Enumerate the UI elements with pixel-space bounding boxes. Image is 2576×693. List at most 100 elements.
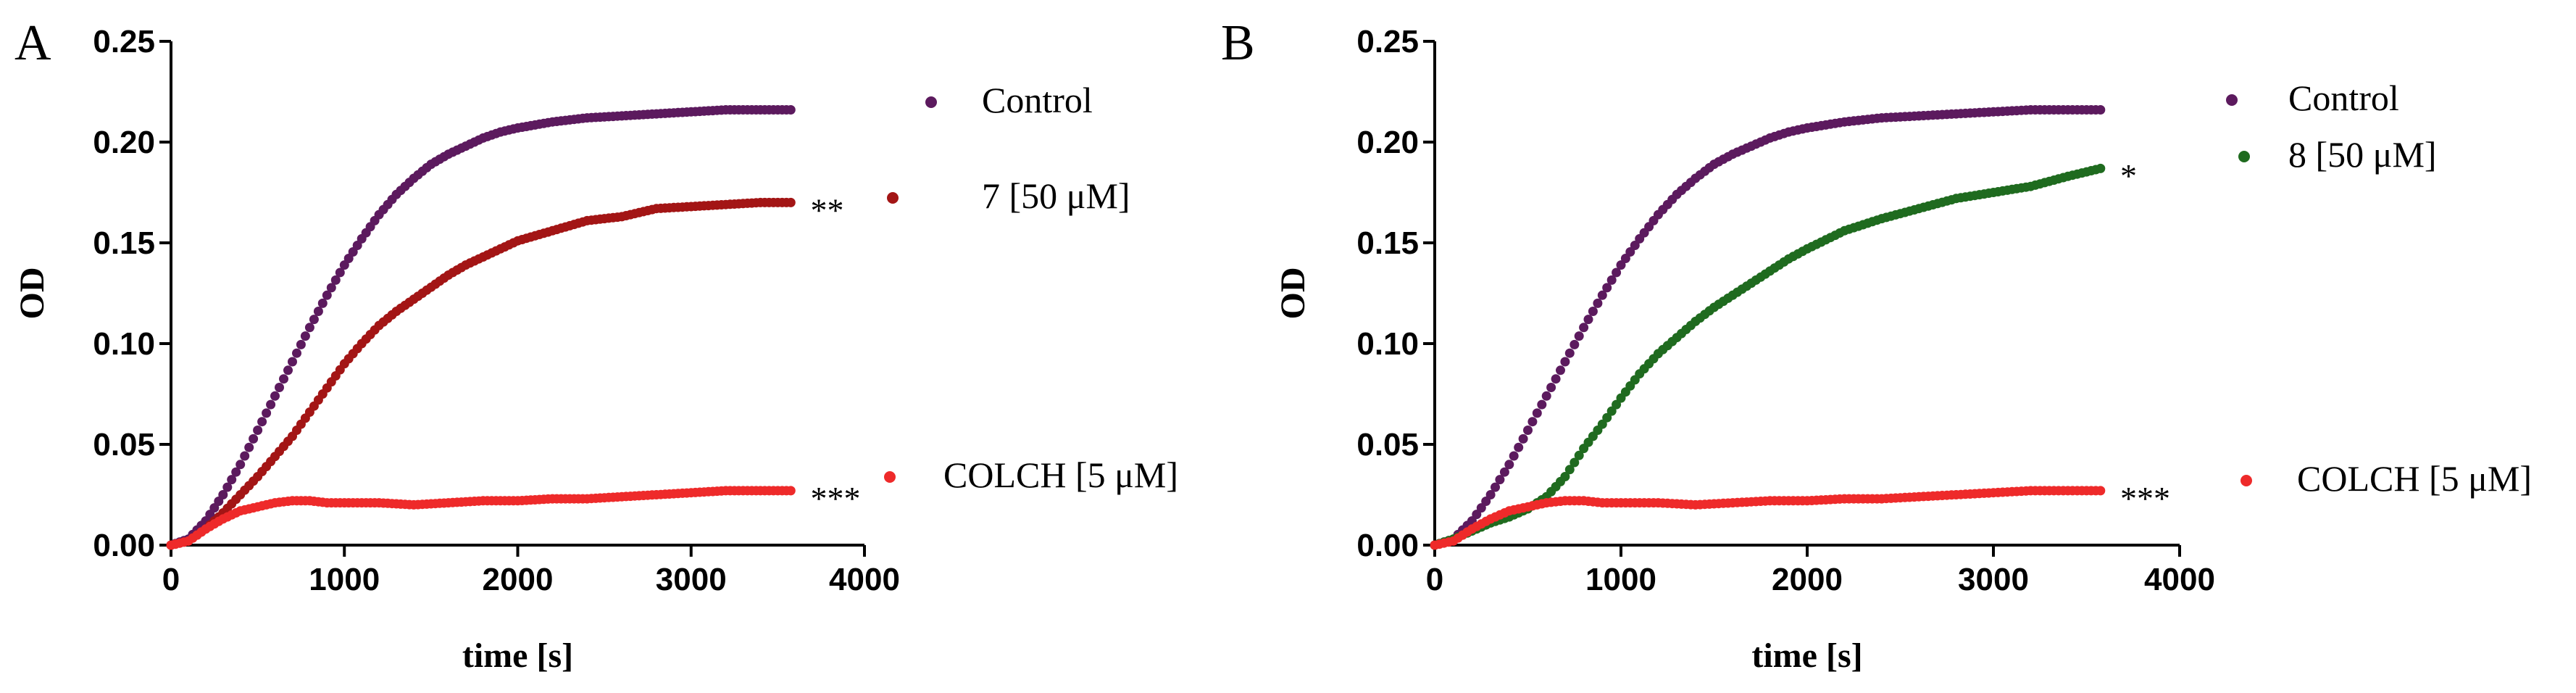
x-tick-label: 3000 [656, 562, 727, 597]
data-point [1527, 417, 1538, 427]
data-point [1551, 374, 1561, 384]
legend-marker [2241, 475, 2252, 486]
y-tick-label: 0.25 [1356, 24, 1419, 59]
x-axis-title: time [s] [1751, 636, 1862, 675]
series-Control [166, 105, 796, 550]
data-point [785, 486, 796, 496]
data-point [1541, 391, 1551, 401]
data-point [1504, 460, 1514, 470]
legend-label: Control [982, 80, 1093, 120]
data-point [1620, 254, 1630, 263]
significance-marker: ** [811, 191, 844, 228]
data-point [222, 482, 233, 492]
data-point [266, 399, 276, 410]
data-point [1560, 472, 1570, 481]
data-point [296, 339, 306, 349]
data-point [279, 374, 288, 384]
x-tick-label: 0 [162, 562, 180, 597]
data-point [1625, 247, 1635, 257]
significance-marker: * [2120, 157, 2137, 194]
data-point [1630, 241, 1640, 250]
data-point [1588, 307, 1598, 316]
x-tick-label: 1000 [1585, 562, 1656, 597]
data-point [283, 365, 293, 375]
series-COLCH [5 μM] [166, 486, 796, 550]
data-point [1499, 467, 1509, 477]
y-tick-label: 0.10 [93, 326, 155, 362]
y-tick-label: 0.00 [93, 528, 155, 563]
data-point [1523, 426, 1533, 435]
panel-label: B [1221, 15, 1255, 71]
data-point [2096, 105, 2106, 115]
legend-label: 7 [50 μM] [982, 175, 1130, 216]
legend-label: Control [2288, 78, 2399, 118]
data-point [249, 433, 259, 444]
series-COLCH [5 μM] [1430, 486, 2106, 550]
data-point [1574, 450, 1584, 460]
data-point [1495, 475, 1505, 485]
data-point [309, 315, 319, 325]
data-point [300, 331, 310, 341]
data-point [240, 451, 250, 461]
x-tick-label: 0 [1426, 562, 1443, 597]
y-tick-label: 0.25 [93, 24, 155, 59]
y-axis-title: OD [1274, 267, 1312, 320]
data-point [292, 348, 301, 358]
data-point [785, 105, 796, 115]
data-point [2096, 486, 2106, 496]
legend-marker [925, 96, 937, 108]
data-point [218, 490, 228, 499]
data-point [1579, 323, 1589, 333]
data-point [257, 417, 267, 427]
panel-B: B 0.00 0.05 0.10 0.15 0.20 0.25 0 1000 2000 3000 40… [1221, 15, 2532, 675]
significance-marker: *** [811, 480, 861, 517]
data-point [244, 442, 254, 452]
y-tick-label: 0.15 [1356, 225, 1419, 261]
data-point [1606, 275, 1617, 285]
data-point [313, 307, 323, 316]
data-point [1593, 298, 1603, 308]
x-axis-title: time [s] [462, 636, 573, 675]
legend-label: COLCH [5 μM] [2297, 458, 2532, 499]
data-point [326, 283, 336, 293]
x-tick-label: 4000 [2144, 562, 2215, 597]
significance-marker: *** [2120, 480, 2170, 517]
y-tick-label: 0.20 [93, 125, 155, 160]
y-tick-label: 0.10 [1356, 326, 1419, 362]
data-point [304, 323, 314, 333]
data-point [1518, 433, 1528, 444]
panel-A: A 0.00 0.05 0.10 0.15 0.20 0.25 0 1000 2000 3000 40… [13, 15, 1178, 675]
x-tick-label: 1000 [309, 562, 380, 597]
legend-marker [2238, 151, 2250, 162]
panel-label: A [14, 15, 51, 71]
legend-marker [2226, 94, 2238, 106]
legend-marker [884, 471, 896, 483]
data-point [1570, 339, 1580, 349]
data-point [1532, 408, 1542, 418]
data-point [1616, 260, 1626, 270]
legend-label: 8 [50 μM] [2288, 134, 2437, 175]
y-tick-label: 0.05 [1356, 427, 1419, 462]
data-point [1612, 399, 1622, 410]
data-point [1491, 482, 1500, 492]
data-point [1564, 348, 1575, 358]
y-tick-label: 0.05 [93, 427, 155, 462]
x-tick-label: 2000 [1772, 562, 1843, 597]
data-point [262, 408, 272, 418]
data-point [275, 383, 284, 392]
data-point [227, 475, 237, 485]
data-point [1574, 331, 1584, 341]
data-point [1564, 465, 1575, 475]
data-point [1570, 457, 1580, 468]
legend-marker [887, 192, 899, 204]
data-point [317, 298, 328, 308]
data-point [322, 290, 332, 300]
data-point [1537, 399, 1547, 410]
data-point [1606, 406, 1617, 416]
data-point [1602, 412, 1612, 423]
data-point [1509, 451, 1519, 461]
data-point [1472, 510, 1482, 520]
x-tick-label: 3000 [1958, 562, 2029, 597]
y-axis-title: OD [13, 267, 51, 320]
